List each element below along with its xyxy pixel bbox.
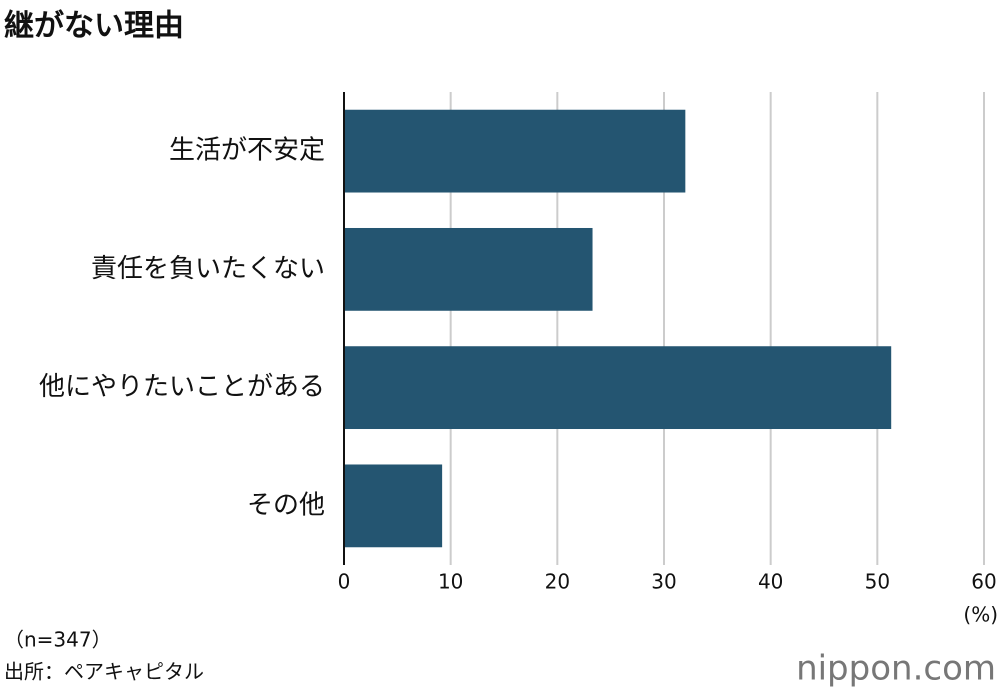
x-tick-label: 40	[758, 570, 783, 594]
bar	[344, 227, 593, 311]
y-tick-label: 他にやりたいことがある	[39, 372, 325, 402]
x-tick-label: 10	[438, 570, 463, 594]
x-tick-label: 50	[865, 570, 890, 594]
bar	[344, 109, 686, 193]
bar	[344, 464, 443, 548]
x-tick-label: 0	[338, 570, 351, 594]
note: （n=347）	[4, 628, 112, 652]
y-tick-label: 責任を負いたくない	[91, 254, 325, 284]
y-tick-label: その他	[247, 490, 325, 520]
y-tick-label: 生活が不安定	[169, 136, 325, 166]
x-axis-label: (%)	[963, 603, 998, 627]
bar	[344, 346, 892, 430]
chart-title: 継がない理由	[4, 9, 184, 44]
x-tick-label: 60	[971, 570, 996, 594]
logo: nippon.com	[796, 649, 996, 689]
x-tick-label: 20	[545, 570, 570, 594]
source: 出所：ペアキャピタル	[4, 660, 204, 684]
x-tick-label: 30	[651, 570, 676, 594]
